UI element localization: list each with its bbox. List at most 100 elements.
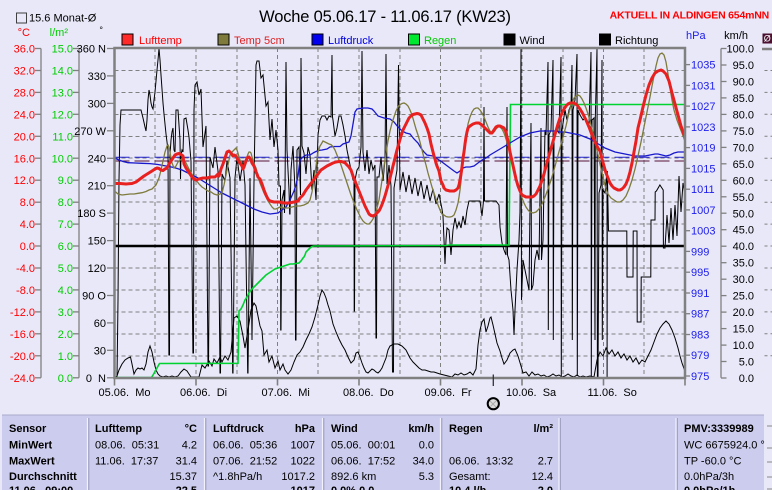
svg-text:hPa: hPa: [686, 30, 706, 42]
svg-text:36.0: 36.0: [14, 44, 35, 56]
svg-text:270 W: 270 W: [74, 126, 106, 138]
svg-text:TP -60.0 °C: TP -60.0 °C: [684, 456, 741, 468]
svg-text:^1.8hPa/h: ^1.8hPa/h: [213, 471, 262, 483]
svg-text:70.0: 70.0: [733, 142, 754, 154]
svg-text:07.06. 21:52: 07.06. 21:52: [213, 456, 277, 468]
svg-text:-20.0: -20.0: [10, 351, 35, 363]
svg-text:WC 6675924.0 °: WC 6675924.0 °: [684, 439, 765, 451]
svg-text:MaxWert: MaxWert: [9, 456, 55, 468]
svg-text:4.2: 4.2: [182, 439, 197, 451]
svg-text:24.0: 24.0: [14, 109, 35, 121]
svg-text:979: 979: [691, 350, 709, 362]
svg-text:2.0: 2.0: [538, 485, 553, 490]
svg-text:Luftdruck: Luftdruck: [328, 35, 374, 47]
svg-text:07.06. Mi: 07.06. Mi: [262, 387, 310, 399]
svg-text:°C: °C: [18, 27, 30, 39]
svg-text:1017.2: 1017.2: [281, 471, 315, 483]
svg-text:30: 30: [94, 345, 106, 357]
svg-text:15.6 Monat-Ø: 15.6 Monat-Ø: [29, 13, 97, 25]
svg-text:15.0: 15.0: [52, 44, 73, 56]
svg-text:35.0: 35.0: [733, 258, 754, 270]
svg-text:11.06. 17:37: 11.06. 17:37: [95, 456, 158, 468]
svg-text:210: 210: [88, 181, 106, 193]
svg-text:1007: 1007: [691, 205, 715, 217]
svg-text:240: 240: [88, 153, 106, 165]
svg-text:995: 995: [691, 267, 709, 279]
svg-text:28.0: 28.0: [14, 87, 35, 99]
svg-text:-4.0: -4.0: [16, 263, 35, 275]
svg-text:0.0: 0.0: [419, 439, 434, 451]
svg-text:1022: 1022: [291, 456, 315, 468]
svg-text:Lufttemp: Lufttemp: [139, 35, 182, 47]
svg-text:Temp 5cm: Temp 5cm: [234, 35, 285, 47]
svg-text:983: 983: [691, 329, 709, 341]
svg-text:AKTUELL IN ALDINGEN 654mNN: AKTUELL IN ALDINGEN 654mNN: [610, 10, 769, 22]
svg-text:PMV:3339989: PMV:3339989: [684, 423, 754, 435]
svg-text:1003: 1003: [691, 226, 715, 238]
svg-text:-8.0: -8.0: [16, 285, 35, 297]
svg-text:08.06. 05:31: 08.06. 05:31: [95, 439, 159, 451]
svg-text:Wind: Wind: [331, 423, 358, 435]
svg-text:-12.0: -12.0: [10, 307, 35, 319]
svg-text:Regen: Regen: [449, 423, 483, 435]
svg-text:34.0: 34.0: [413, 456, 434, 468]
svg-text:60: 60: [94, 318, 106, 330]
svg-text:5.3: 5.3: [419, 471, 434, 483]
svg-text:1035: 1035: [691, 60, 715, 72]
svg-text:1015: 1015: [691, 163, 715, 175]
svg-text:8.0: 8.0: [20, 197, 35, 209]
svg-text:991: 991: [691, 288, 709, 300]
svg-text:-24.0: -24.0: [10, 373, 35, 385]
svg-text:Durchschnitt: Durchschnitt: [9, 471, 77, 483]
svg-text:°C: °C: [185, 423, 197, 435]
svg-text:40.0: 40.0: [733, 241, 754, 253]
svg-text:2.0: 2.0: [58, 329, 73, 341]
svg-text:892.6 km: 892.6 km: [331, 471, 376, 483]
svg-text:l/m²: l/m²: [50, 27, 69, 39]
svg-text:60.0: 60.0: [733, 175, 754, 187]
svg-text:Sensor: Sensor: [9, 423, 47, 435]
svg-text:20.0: 20.0: [733, 307, 754, 319]
svg-text:0.0hPa/1h: 0.0hPa/1h: [684, 485, 736, 490]
svg-text:85.0: 85.0: [733, 93, 754, 105]
svg-text:1031: 1031: [691, 80, 715, 92]
svg-text:05.06. 00:01: 05.06. 00:01: [331, 439, 395, 451]
svg-text:5.0: 5.0: [739, 357, 754, 369]
svg-text:06.06. Di: 06.06. Di: [180, 387, 227, 399]
svg-text:9.0: 9.0: [58, 175, 73, 187]
svg-text:-16.0: -16.0: [10, 329, 35, 341]
svg-text:120: 120: [88, 263, 106, 275]
svg-text:Wind: Wind: [520, 35, 545, 47]
svg-text:975: 975: [691, 371, 709, 383]
svg-text:hPa: hPa: [295, 423, 316, 435]
svg-text:06.06. 05:36: 06.06. 05:36: [213, 439, 277, 451]
svg-text:Regen: Regen: [424, 35, 456, 47]
svg-text:7.0: 7.0: [58, 219, 73, 231]
svg-text:20.0: 20.0: [14, 131, 35, 143]
svg-text:330: 330: [88, 71, 106, 83]
svg-text:14.0: 14.0: [52, 65, 73, 77]
svg-text:°: °: [99, 25, 103, 35]
svg-text:MinWert: MinWert: [9, 439, 53, 451]
svg-text:08.06. Do: 08.06. Do: [343, 387, 394, 399]
svg-text:10.06. Sa: 10.06. Sa: [506, 387, 557, 399]
svg-text:Ø: Ø: [764, 34, 771, 44]
svg-text:360 N: 360 N: [77, 44, 106, 56]
svg-text:12.0: 12.0: [52, 109, 73, 121]
svg-text:0 N: 0 N: [86, 373, 106, 385]
svg-text:32.0: 32.0: [14, 65, 35, 77]
svg-text:55.0: 55.0: [733, 192, 754, 204]
svg-text:80.0: 80.0: [733, 109, 754, 121]
svg-text:05.06. Mo: 05.06. Mo: [99, 387, 151, 399]
svg-text:25.0: 25.0: [733, 291, 754, 303]
svg-text:180 S: 180 S: [77, 208, 106, 220]
svg-text:5.0: 5.0: [58, 263, 73, 275]
svg-text:31.4: 31.4: [176, 456, 197, 468]
svg-text:0.0: 0.0: [20, 241, 35, 253]
svg-text:11.0: 11.0: [52, 131, 73, 143]
svg-text:09.06. Fr: 09.06. Fr: [425, 387, 472, 399]
svg-text:Lufttemp: Lufttemp: [95, 423, 142, 435]
svg-text:1.0: 1.0: [58, 351, 73, 363]
svg-text:12.4: 12.4: [532, 471, 553, 483]
svg-text:11.06. So: 11.06. So: [588, 387, 637, 399]
